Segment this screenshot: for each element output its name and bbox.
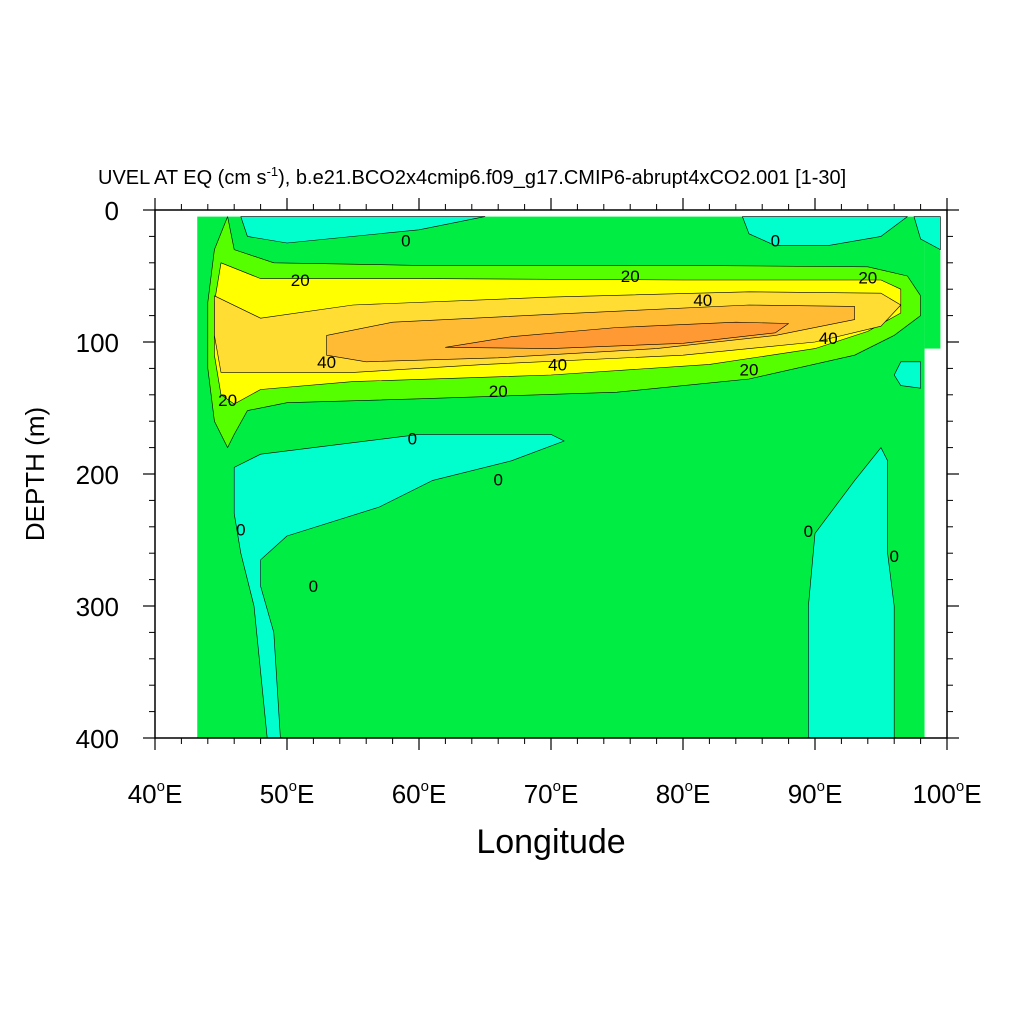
contour-fill-neg-top-left: [240, 216, 486, 244]
contour-fill-base-upper-right: [924, 216, 941, 349]
contour-label: 40: [548, 355, 567, 374]
contour-label: 0: [771, 231, 780, 250]
y-tick-label: 300: [76, 592, 119, 622]
chart-title: UVEL AT EQ (cm s-1), b.e21.BCO2x4cmip6.f…: [98, 164, 846, 189]
x-tick-labels: 40oE 50oE 60oE 70oE 80oE 90oE 100oE: [128, 778, 982, 809]
contour-label: 0: [804, 522, 813, 541]
contour-fill-neg-small-right: [893, 361, 921, 389]
axis-ticks: [143, 198, 959, 750]
plot-area: 0 0 20 20 20 40 40 40 40 20 20 20 0 0 0 0 0 0: [197, 216, 941, 739]
x-axis-title: Longitude: [476, 823, 625, 861]
contour-label: 20: [621, 267, 640, 286]
contour-fill-neg-right-deep: [808, 447, 895, 739]
contour-label: 20: [489, 382, 508, 401]
contour-fill-neg-top-right: [742, 216, 908, 246]
contour-label: 0: [236, 520, 245, 539]
contour-fills: [197, 216, 941, 739]
contour-label: 20: [740, 361, 759, 380]
contour-label: 0: [309, 577, 318, 596]
contour-label: 20: [858, 268, 877, 287]
x-tick-label: 50oE: [260, 778, 315, 809]
x-tick-label: 90oE: [788, 778, 843, 809]
y-tick-label: 200: [76, 460, 119, 490]
y-axis-title: DEPTH (m): [20, 407, 50, 541]
contour-fill-band-50: [445, 321, 789, 349]
contour-label: 0: [493, 470, 502, 489]
y-tick-label: 0: [105, 196, 119, 226]
contour-label: 0: [889, 547, 898, 566]
contour-fill-neg-left-deep: [233, 434, 565, 739]
contour-label: 20: [291, 271, 310, 290]
contour-label: 0: [408, 429, 417, 448]
contour-label: 40: [693, 291, 712, 310]
contour-label: 40: [317, 353, 336, 372]
contour-label: 40: [819, 329, 838, 348]
x-tick-label: 40oE: [128, 778, 183, 809]
x-tick-label: 100oE: [912, 778, 981, 809]
chart-title-exponent: -1: [267, 164, 279, 179]
y-tick-label: 100: [76, 328, 119, 358]
contour-fill-neg-upper-right: [913, 216, 941, 250]
y-tick-labels: 0 100 200 300 400: [76, 196, 119, 754]
contour-labels: 0 0 20 20 20 40 40 40 40 20 20 20 0 0 0 0 0 0: [218, 231, 899, 596]
x-tick-label: 70oE: [524, 778, 579, 809]
contour-label: 20: [218, 391, 237, 410]
x-tick-label: 80oE: [656, 778, 711, 809]
y-tick-label: 400: [76, 724, 119, 754]
x-tick-label: 60oE: [392, 778, 447, 809]
contour-label: 0: [401, 231, 410, 250]
